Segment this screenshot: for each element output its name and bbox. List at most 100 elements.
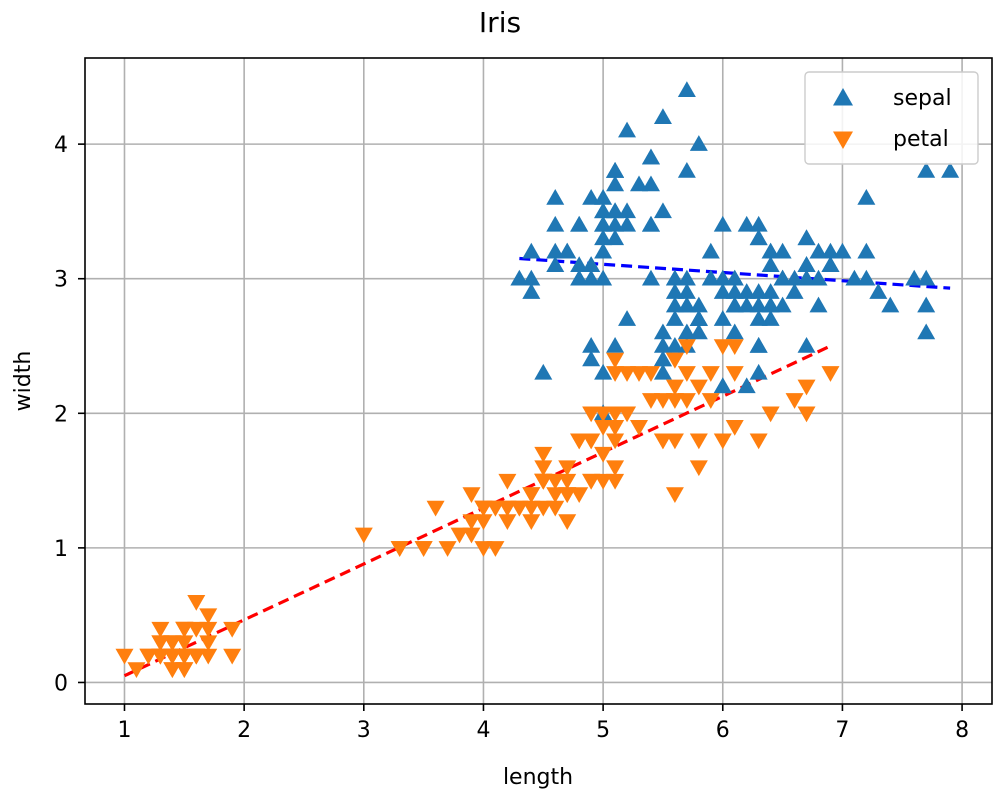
legend: sepal petal: [804, 71, 979, 165]
data-point-petal: [618, 366, 637, 382]
data-point-sepal: [606, 202, 625, 219]
data-point-sepal: [737, 377, 756, 394]
data-point-petal: [354, 527, 373, 544]
data-point-sepal: [917, 162, 936, 178]
data-point-petal: [606, 406, 625, 423]
data-point-sepal: [773, 269, 792, 286]
data-point-petal: [175, 662, 194, 679]
data-point-sepal: [737, 296, 756, 313]
data-point-sepal: [641, 269, 660, 286]
data-point-petal: [534, 500, 553, 517]
data-point-sepal: [606, 162, 625, 178]
data-point-sepal: [725, 283, 744, 299]
data-point-sepal: [534, 363, 553, 380]
data-point-petal: [558, 514, 577, 530]
data-point-petal: [474, 500, 493, 517]
data-point-petal: [582, 473, 601, 490]
data-point-petal: [689, 379, 708, 396]
data-point-sepal: [582, 350, 601, 367]
data-point-sepal: [546, 188, 565, 205]
data-point-petal: [163, 648, 182, 665]
y-tick-label: 3: [54, 268, 68, 293]
data-point-petal: [139, 648, 158, 665]
data-point-sepal: [785, 283, 804, 299]
y-tick-label: 1: [54, 537, 68, 562]
data-point-sepal: [797, 256, 816, 273]
data-point-sepal: [677, 162, 696, 178]
data-point-petal: [187, 648, 206, 665]
data-point-sepal: [641, 175, 660, 192]
data-point-petal: [438, 541, 457, 557]
data-point-sepal: [749, 310, 768, 326]
data-point-sepal: [606, 215, 625, 232]
data-point-petal: [606, 473, 625, 490]
data-point-sepal: [594, 229, 613, 246]
data-point-petal: [594, 473, 613, 490]
legend-marker-sepal: [833, 88, 853, 106]
data-point-sepal: [653, 363, 672, 380]
data-point-petal: [570, 487, 589, 504]
data-point-sepal: [618, 202, 637, 219]
data-point-sepal: [677, 323, 696, 340]
data-point-petal: [534, 446, 553, 463]
data-point-sepal: [522, 283, 541, 299]
data-point-sepal: [725, 296, 744, 313]
data-point-sepal: [653, 337, 672, 353]
data-point-sepal: [749, 215, 768, 232]
data-point-sepal: [689, 323, 708, 340]
y-tick-label: 0: [54, 671, 68, 696]
data-point-petal: [534, 460, 553, 477]
data-point-petal: [498, 473, 517, 490]
data-point-sepal: [653, 323, 672, 340]
data-point-sepal: [606, 337, 625, 353]
data-point-petal: [594, 446, 613, 463]
data-point-sepal: [653, 202, 672, 219]
data-point-sepal: [857, 188, 876, 205]
data-point-petal: [665, 433, 684, 450]
data-point-sepal: [570, 269, 589, 286]
data-point-sepal: [594, 363, 613, 380]
data-point-petal: [713, 339, 732, 356]
data-point-petal: [665, 393, 684, 409]
data-point-sepal: [797, 269, 816, 286]
legend-label-sepal: sepal: [893, 86, 952, 111]
data-point-sepal: [713, 283, 732, 299]
data-point-sepal: [857, 242, 876, 259]
data-point-petal: [163, 635, 182, 652]
data-point-sepal: [761, 242, 780, 259]
data-point-sepal: [749, 363, 768, 380]
data-point-sepal: [582, 269, 601, 286]
data-point-sepal: [905, 269, 924, 286]
data-point-petal: [558, 473, 577, 490]
data-point-petal: [151, 648, 170, 665]
data-point-sepal: [917, 269, 936, 286]
data-point-petal: [630, 366, 649, 382]
data-point-petal: [474, 514, 493, 530]
x-tick-label: 1: [117, 718, 131, 743]
data-point-petal: [677, 366, 696, 382]
y-tick-label: 4: [54, 133, 68, 158]
data-point-sepal: [701, 269, 720, 286]
data-point-sepal: [582, 256, 601, 273]
data-point-petal: [127, 662, 146, 679]
data-point-sepal: [570, 215, 589, 232]
data-point-petal: [546, 487, 565, 504]
data-point-sepal: [677, 283, 696, 299]
data-point-petal: [749, 433, 768, 450]
data-point-sepal: [749, 296, 768, 313]
data-point-sepal: [618, 310, 637, 326]
data-point-sepal: [797, 337, 816, 353]
data-point-sepal: [677, 81, 696, 98]
data-point-petal: [426, 500, 445, 517]
data-point-petal: [761, 406, 780, 423]
data-point-sepal: [677, 296, 696, 313]
data-point-petal: [606, 366, 625, 382]
data-point-sepal: [761, 283, 780, 299]
data-point-sepal: [570, 256, 589, 273]
data-point-sepal: [761, 256, 780, 273]
data-point-petal: [618, 406, 637, 423]
x-tick-label: 7: [835, 718, 849, 743]
data-point-petal: [163, 662, 182, 679]
data-point-sepal: [689, 296, 708, 313]
